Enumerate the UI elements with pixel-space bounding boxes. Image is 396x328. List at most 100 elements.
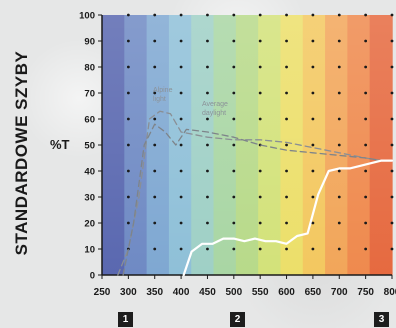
grid-dot <box>311 13 315 17</box>
grid-dot <box>232 169 236 173</box>
grid-dot <box>390 143 394 147</box>
grid-dot <box>285 91 288 95</box>
grid-dot <box>153 13 157 17</box>
grid-dot <box>126 221 130 225</box>
grid-dot <box>206 247 209 251</box>
grid-dot <box>390 91 394 95</box>
grid-dot <box>364 91 368 95</box>
grid-dot <box>232 195 236 199</box>
grid-dot <box>311 221 315 225</box>
marker-1-badge: 1 <box>118 312 133 327</box>
grid-dot <box>337 143 341 147</box>
grid-dot <box>390 195 394 199</box>
grid-dot <box>337 169 341 173</box>
annotations: Alpine light Average daylight <box>153 87 228 117</box>
grid-dot <box>364 221 368 225</box>
grid-dot <box>337 195 341 199</box>
grid-dot <box>390 117 394 121</box>
grid-dot <box>153 247 157 251</box>
grid-dot <box>390 247 394 251</box>
grid-dot <box>285 247 288 251</box>
grid-dot <box>364 39 368 43</box>
grid-dot <box>311 65 315 69</box>
y-tick-label: 50 <box>84 141 95 152</box>
grid-dot <box>364 247 368 251</box>
grid-dot <box>337 65 341 69</box>
grid-dot <box>179 117 183 121</box>
grid-dot <box>337 117 341 121</box>
grid-dot <box>179 247 183 251</box>
grid-dot <box>179 13 183 17</box>
grid-dot <box>258 195 262 199</box>
grid-dot <box>311 143 315 147</box>
grid-dot <box>311 195 315 199</box>
x-tick-label: 750 <box>357 287 374 298</box>
x-tick-label: 600 <box>278 287 295 298</box>
x-tick-label: 450 <box>199 287 216 298</box>
grid-dot <box>179 221 183 225</box>
series-line-1 <box>117 110 383 276</box>
grid-dot <box>337 91 341 95</box>
y-tick-label: 0 <box>90 271 95 282</box>
marker-2-badge: 2 <box>230 312 245 327</box>
grid-dot <box>126 65 130 69</box>
grid-dot <box>364 169 368 173</box>
y-tick-label: 70 <box>84 89 95 100</box>
grid-dot <box>153 91 157 95</box>
grid-dot <box>364 13 368 17</box>
grid-dot <box>153 143 157 147</box>
grid-dot <box>153 169 157 173</box>
annotation-alpine-light: Alpine light <box>153 87 173 103</box>
grid-dot <box>126 13 130 17</box>
grid-dot <box>311 169 315 173</box>
y-tick-label: 30 <box>84 193 95 204</box>
grid-dot <box>258 91 262 95</box>
grid-dot <box>311 39 315 43</box>
grid-dot <box>285 143 288 147</box>
grid-dot <box>337 247 341 251</box>
y-tick-label: 100 <box>79 11 95 22</box>
grid-dot <box>285 13 288 17</box>
grid-dot <box>179 39 183 43</box>
grid-dot <box>285 117 288 121</box>
grid-dot <box>232 65 236 69</box>
grid-dot <box>153 117 157 121</box>
grid-dot <box>285 39 288 43</box>
grid-dot <box>258 39 262 43</box>
y-tick-label: 80 <box>84 63 95 74</box>
x-tick-label: 350 <box>146 287 163 298</box>
grid-dot <box>206 221 209 225</box>
grid-dot <box>206 195 209 199</box>
x-tick-label: 400 <box>173 287 190 298</box>
grid-dot <box>179 169 183 173</box>
grid-dot <box>337 221 341 225</box>
grid-dot <box>285 221 288 225</box>
x-tick-label: 500 <box>225 287 242 298</box>
grid-dot <box>285 195 288 199</box>
grid-dot <box>258 247 262 251</box>
y-axis-label: %T <box>50 137 70 152</box>
grid-dot <box>126 117 130 121</box>
grid-dot <box>364 195 368 199</box>
grid-dot <box>179 143 183 147</box>
grid-dot <box>153 221 157 225</box>
grid-dot <box>390 65 394 69</box>
grid-dot <box>390 13 394 17</box>
grid-dot <box>258 169 262 173</box>
annotation-average-daylight: Average daylight <box>202 101 228 117</box>
grid-dot <box>126 195 130 199</box>
grid-dot <box>153 65 157 69</box>
y-tick-label: 40 <box>84 167 95 178</box>
grid-dot <box>153 195 157 199</box>
y-tick-label: 10 <box>84 245 95 256</box>
grid-dot <box>258 117 262 121</box>
grid-dot <box>206 65 209 69</box>
grid-dot <box>126 143 130 147</box>
grid-dot <box>232 117 236 121</box>
grid-dot <box>232 221 236 225</box>
y-tick-label: 60 <box>84 115 95 126</box>
grid-dot <box>258 13 262 17</box>
axes <box>98 14 393 279</box>
grid-dot <box>232 39 236 43</box>
